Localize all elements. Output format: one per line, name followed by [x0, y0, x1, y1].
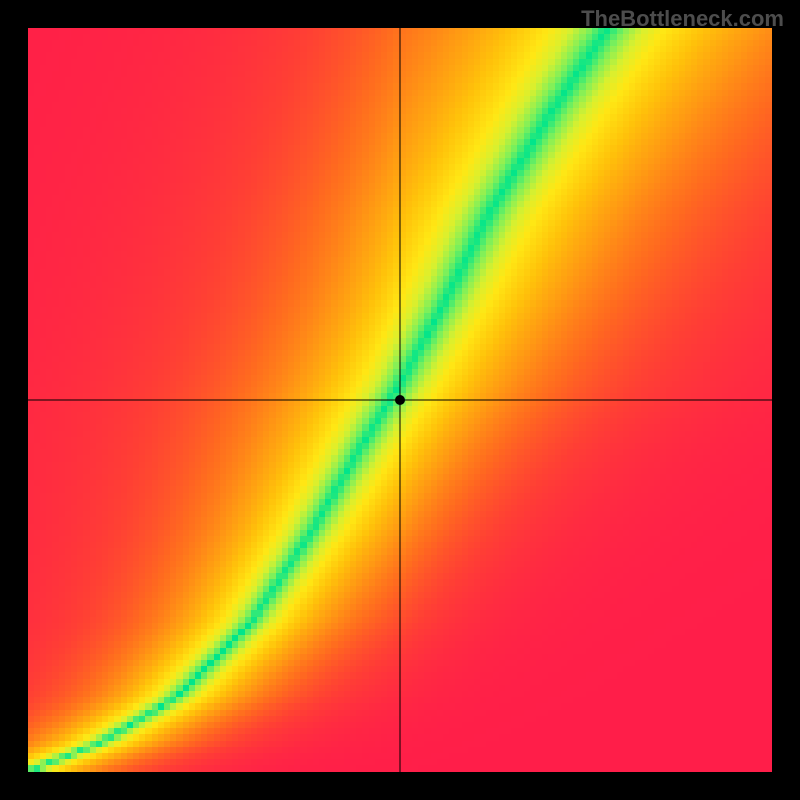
- chart-container: TheBottleneck.com: [0, 0, 800, 800]
- bottleneck-heatmap: [28, 28, 772, 772]
- source-watermark: TheBottleneck.com: [581, 6, 784, 32]
